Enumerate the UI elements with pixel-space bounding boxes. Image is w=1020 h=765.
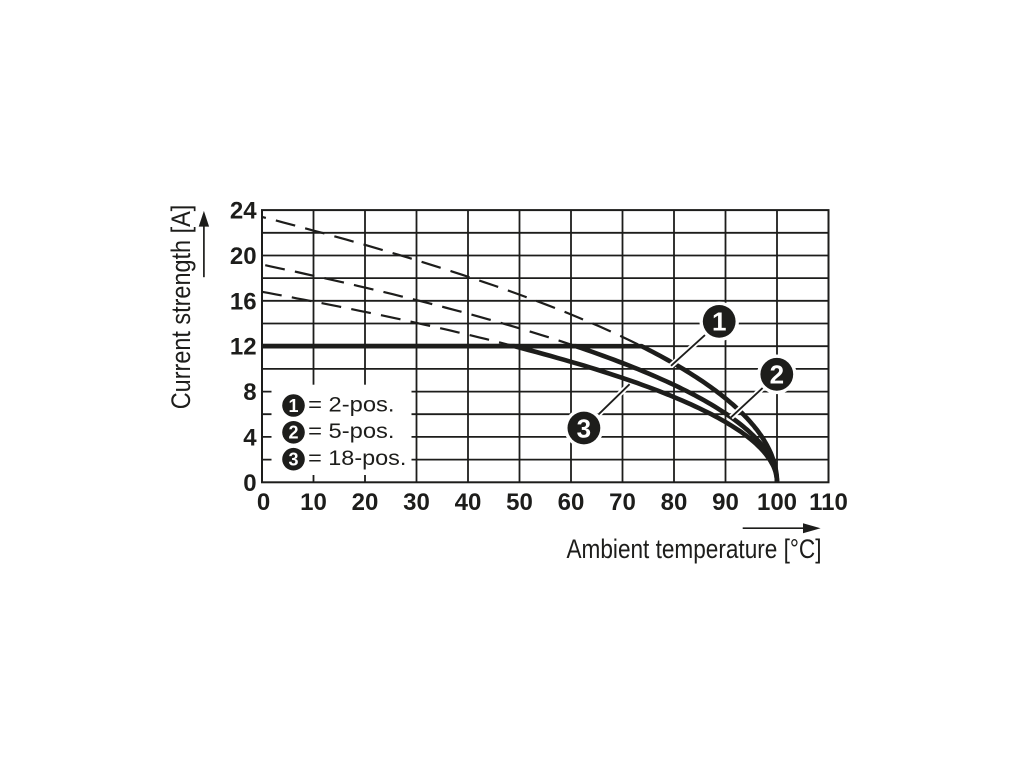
- svg-text:60: 60: [558, 489, 585, 516]
- svg-text:0: 0: [257, 489, 270, 516]
- svg-text:2: 2: [288, 423, 298, 443]
- svg-text:110: 110: [809, 489, 848, 516]
- svg-text:80: 80: [661, 489, 688, 516]
- svg-text:70: 70: [609, 489, 636, 516]
- svg-text:20: 20: [230, 243, 257, 270]
- svg-text:1: 1: [712, 307, 726, 337]
- svg-text:3: 3: [577, 413, 591, 443]
- svg-text:100: 100: [757, 489, 797, 516]
- svg-text:20: 20: [352, 489, 379, 516]
- svg-text:1: 1: [288, 396, 298, 416]
- svg-text:16: 16: [230, 288, 257, 315]
- svg-text:3: 3: [288, 450, 298, 470]
- svg-text:30: 30: [403, 489, 430, 516]
- svg-text:4: 4: [243, 424, 257, 451]
- svg-text:= 5-pos.: = 5-pos.: [308, 419, 394, 443]
- svg-text:24: 24: [230, 198, 257, 225]
- svg-text:90: 90: [712, 489, 739, 516]
- svg-text:0: 0: [243, 470, 256, 497]
- svg-text:50: 50: [506, 489, 533, 516]
- svg-text:8: 8: [243, 379, 256, 406]
- svg-text:Current strength [A]: Current strength [A]: [166, 205, 196, 410]
- svg-text:= 18-pos.: = 18-pos.: [308, 446, 406, 470]
- svg-text:= 2-pos.: = 2-pos.: [308, 392, 394, 416]
- svg-text:40: 40: [455, 489, 482, 516]
- svg-text:2: 2: [770, 360, 784, 390]
- svg-text:Ambient temperature [°C]: Ambient temperature [°C]: [567, 534, 822, 564]
- svg-text:10: 10: [300, 489, 327, 516]
- svg-text:12: 12: [230, 334, 257, 361]
